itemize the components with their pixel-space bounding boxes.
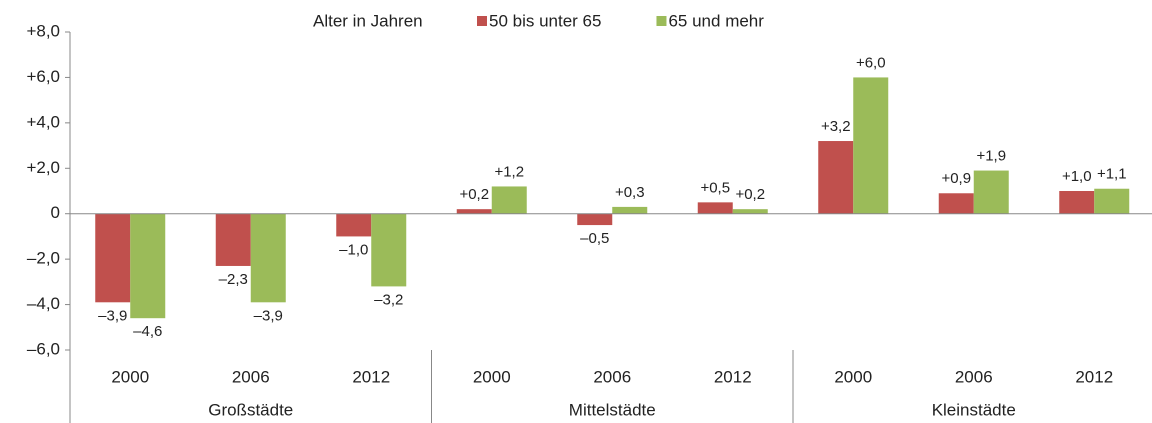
data-label: +6,0 (856, 54, 886, 71)
bar (853, 77, 889, 214)
data-label: –0,5 (580, 230, 609, 247)
x-tick-label: 2000 (473, 367, 511, 386)
group-label: Kleinstädte (932, 400, 1016, 419)
legend-swatch (477, 16, 487, 26)
legend-label: 50 bis unter 65 (489, 11, 601, 30)
group-label: Mittelstädte (569, 400, 656, 419)
legend-swatch (656, 16, 667, 26)
x-tick-label: 2006 (955, 367, 993, 386)
y-tick-label: +2,0 (26, 158, 60, 177)
data-label: +3,2 (821, 118, 851, 135)
bar (130, 213, 166, 319)
legend-label: 65 und mehr (668, 11, 764, 30)
data-label: +1,0 (1062, 168, 1092, 185)
bar (732, 209, 768, 214)
bar (95, 213, 131, 303)
bar (1059, 191, 1095, 214)
data-label: +0,2 (735, 186, 765, 203)
data-label: +1,1 (1097, 166, 1127, 183)
data-label: –2,3 (219, 271, 248, 288)
bar (215, 213, 251, 266)
bar (491, 186, 527, 214)
data-label: –4,6 (133, 323, 162, 340)
x-tick-label: 2012 (714, 367, 752, 386)
y-tick-label: –4,0 (27, 294, 60, 313)
x-tick-label: 2012 (1075, 367, 1113, 386)
legend-title: Alter in Jahren (313, 11, 423, 30)
bar (973, 170, 1009, 214)
data-label: –3,9 (98, 307, 127, 324)
bar (456, 209, 492, 214)
data-label: +0,2 (459, 186, 489, 203)
data-label: +0,5 (700, 179, 730, 196)
bar (697, 202, 733, 214)
data-label: –1,0 (339, 241, 368, 258)
group-label: Großstädte (208, 400, 293, 419)
data-label: +1,2 (494, 163, 524, 180)
data-label: –3,9 (254, 307, 283, 324)
bar (1094, 188, 1130, 214)
data-label: +1,9 (976, 148, 1006, 165)
y-tick-label: +4,0 (26, 112, 60, 131)
bar (577, 213, 613, 226)
bar (818, 141, 854, 214)
x-tick-label: 2012 (352, 367, 390, 386)
x-tick-label: 2006 (593, 367, 631, 386)
bar (371, 213, 407, 287)
data-label: +0,3 (615, 184, 645, 201)
data-label: –3,2 (374, 291, 403, 308)
data-label: +0,9 (941, 170, 971, 187)
y-tick-label: 0 (51, 203, 60, 222)
bar (336, 213, 372, 237)
y-tick-label: –6,0 (27, 339, 60, 358)
y-tick-label: +8,0 (26, 21, 60, 40)
y-tick-label: –2,0 (27, 249, 60, 268)
bar (612, 206, 648, 214)
x-tick-label: 2000 (111, 367, 149, 386)
x-tick-label: 2006 (232, 367, 270, 386)
y-tick-label: +6,0 (26, 67, 60, 86)
x-tick-label: 2000 (834, 367, 872, 386)
bar (250, 213, 286, 303)
bar (938, 193, 974, 214)
